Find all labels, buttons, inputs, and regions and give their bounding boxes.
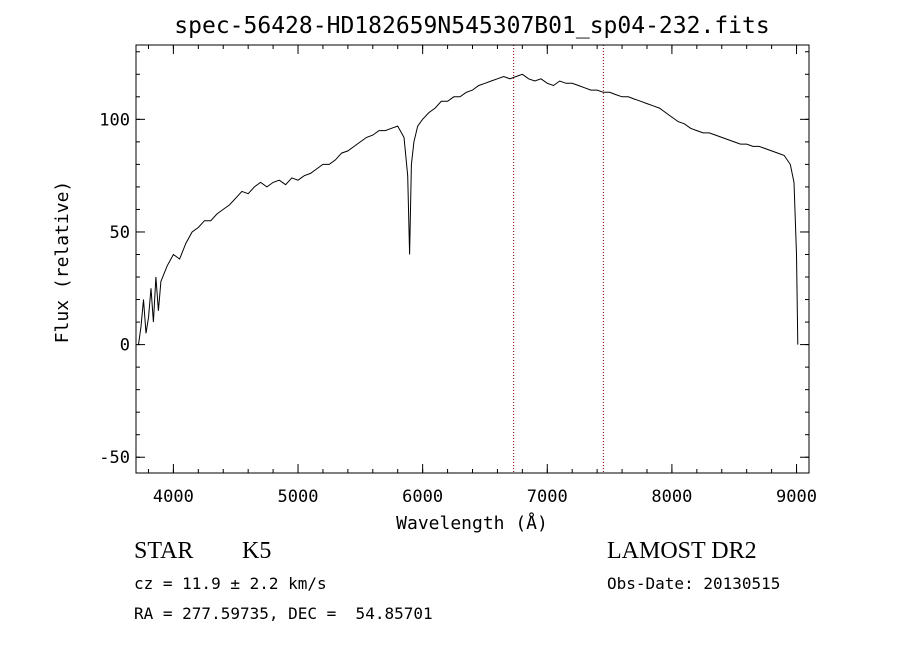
chart-title: spec-56428-HD182659N545307B01_sp04-232.f… (174, 13, 769, 39)
y-tick-label: 100 (99, 110, 130, 130)
x-tick-label: 7000 (527, 487, 568, 507)
x-tick-label: 6000 (402, 487, 443, 507)
survey-name: LAMOST DR2 (607, 538, 757, 564)
coordinates: RA = 277.59735, DEC = 54.85701 (134, 604, 433, 623)
x-axis-ticks: 4000 5000 6000 7000 8000 9000 (147, 45, 817, 507)
y-axis-ticks: -50 0 50 100 (99, 51, 809, 468)
spectral-subclass: K5 (242, 538, 272, 564)
plot-frame (135, 44, 810, 474)
y-axis-label: Flux (relative) (52, 181, 73, 344)
reference-lines (513, 45, 604, 473)
spectrum-line (138, 73, 799, 345)
x-tick-label: 9000 (776, 487, 817, 507)
obs-date: Obs-Date: 20130515 (607, 574, 781, 593)
y-tick-label: -50 (99, 448, 130, 468)
y-tick-label: 0 (120, 336, 130, 356)
object-class: STAR (134, 538, 194, 564)
x-tick-label: 5000 (278, 487, 319, 507)
x-axis-label: Wavelength (Å) (396, 512, 548, 534)
x-tick-label: 8000 (651, 487, 692, 507)
redshift-readout: cz = 11.9 ± 2.2 km/s (134, 574, 327, 593)
y-tick-label: 50 (110, 223, 130, 243)
x-tick-label: 4000 (153, 487, 194, 507)
